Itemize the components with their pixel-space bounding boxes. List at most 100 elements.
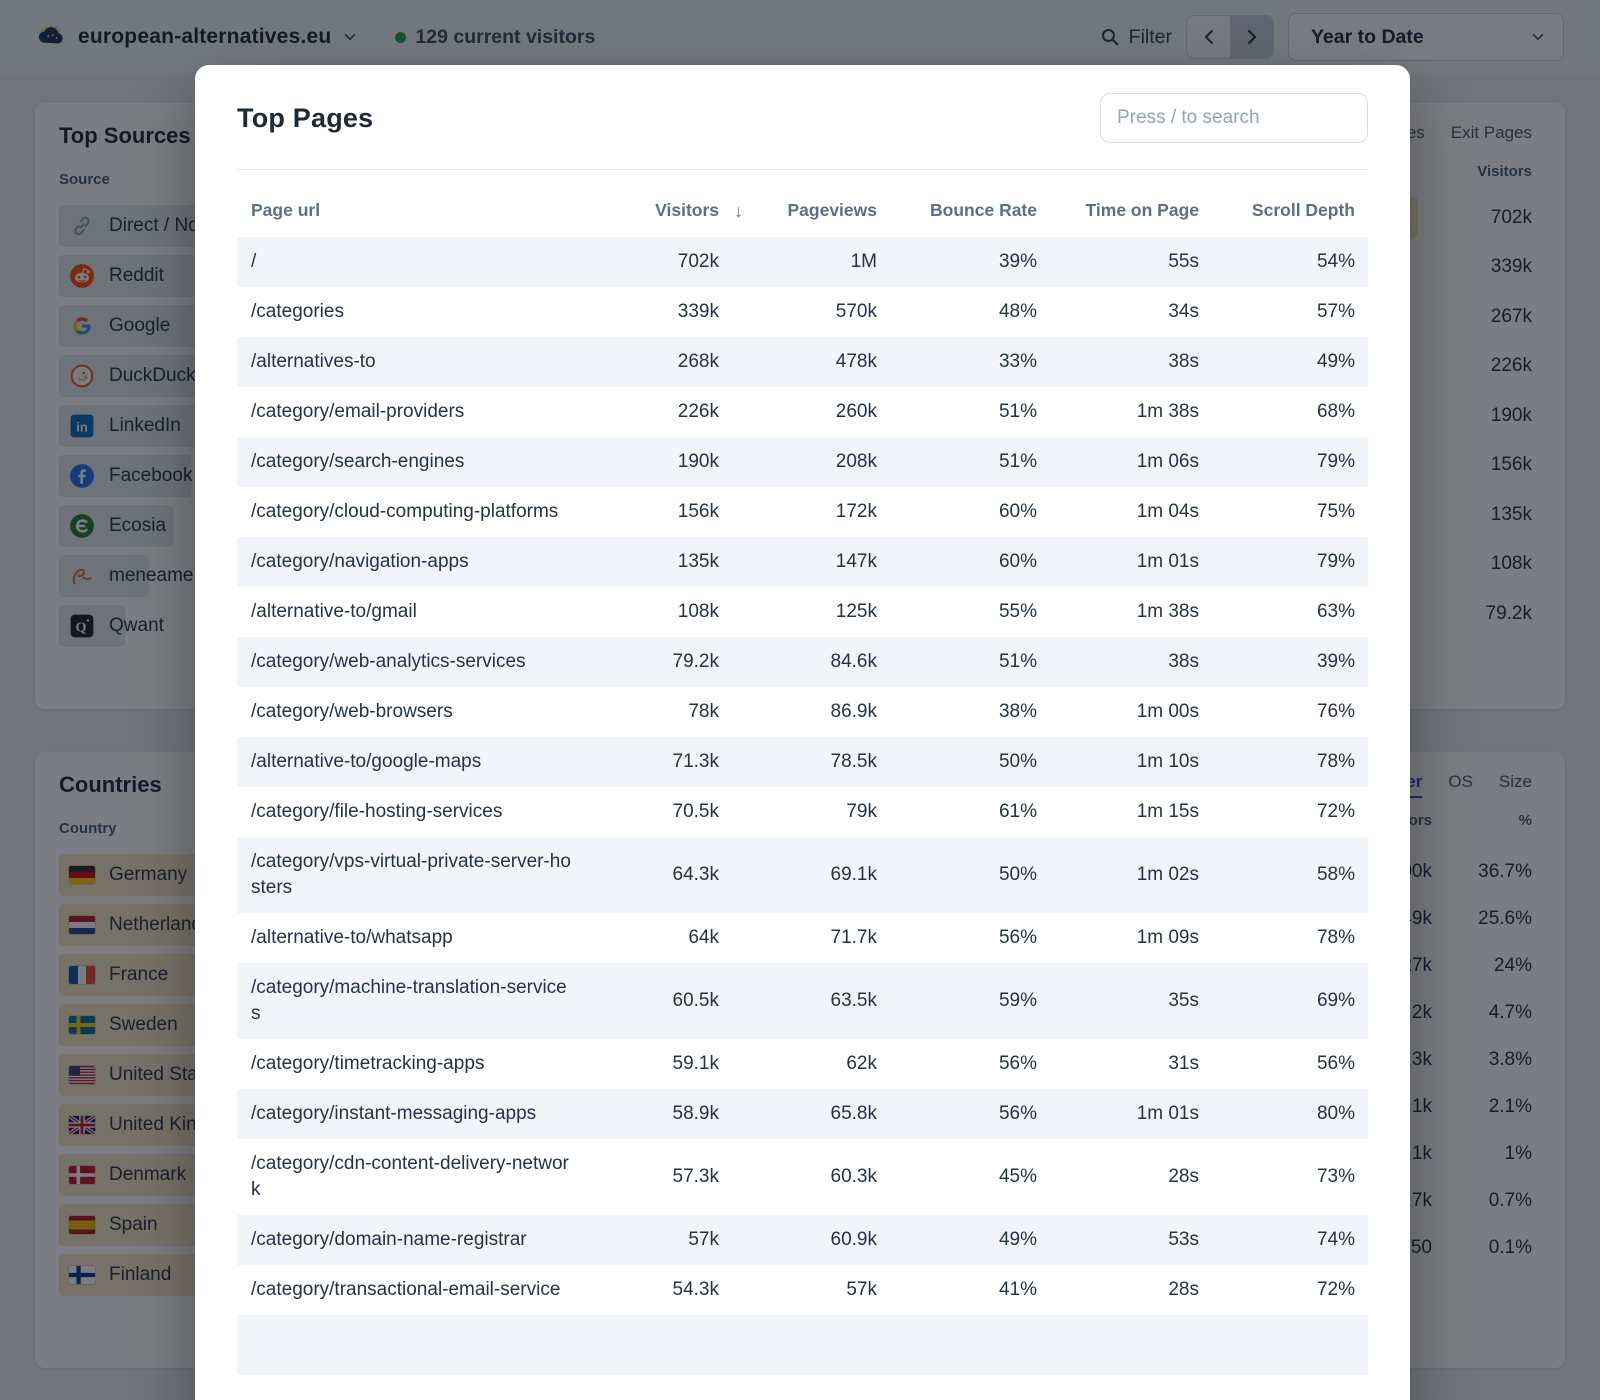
page-url-link[interactable]: /categories <box>251 301 344 322</box>
visitors-cell: 70.5k <box>672 801 719 822</box>
scroll-depth-cell: 63% <box>1316 601 1355 622</box>
top-pages-table-row: /alternative-to/google-maps 71.3k 78.5k 50%… <box>237 737 1368 787</box>
top-pages-table-row: /category/instant-messaging-apps 58.9k 65.… <box>237 1089 1368 1139</box>
bounce-rate-cell: 61% <box>998 801 1037 822</box>
page-url-link[interactable]: /category/search-engines <box>251 451 465 472</box>
top-pages-table-row: /category/web-analytics-services 79.2k 84.… <box>237 637 1368 687</box>
modal-search-input[interactable] <box>1100 93 1368 143</box>
time-on-page-cell: 34s <box>1168 301 1199 322</box>
page-url-link[interactable]: /alternative-to/gmail <box>251 601 417 622</box>
top-pages-table-row: /category/vps-virtual-private-server-hos… <box>237 837 1368 913</box>
col-visitors[interactable]: Visitors ↓ <box>655 200 743 221</box>
time-on-page-cell: 38s <box>1168 651 1199 672</box>
bounce-rate-cell: 56% <box>998 1053 1037 1074</box>
top-pages-table-row: /alternative-to/whatsapp 64k 71.7k 56% 1m 09… <box>237 913 1368 963</box>
time-on-page-cell: 1m 38s <box>1136 401 1199 422</box>
visitors-cell: 135k <box>677 551 719 572</box>
col-pageviews[interactable]: Pageviews <box>787 200 878 220</box>
bounce-rate-cell: 51% <box>998 651 1037 672</box>
pageviews-cell: 260k <box>835 401 877 422</box>
page-url-link[interactable]: /alternatives-to <box>251 351 376 372</box>
top-pages-table-row: /category/domain-name-registrar 57k 60.9k 4… <box>237 1215 1368 1265</box>
scroll-depth-cell: 73% <box>1316 1166 1355 1187</box>
page-url-link[interactable]: /category/transactional-email-service <box>251 1279 561 1300</box>
time-on-page-cell: 1m 09s <box>1136 927 1199 948</box>
page-url-link[interactable]: /category/file-hosting-services <box>251 801 503 822</box>
page-url-link[interactable]: /category/machine-translation-services <box>251 977 567 1024</box>
page-url-link[interactable]: /category/cloud-computing-platforms <box>251 501 559 522</box>
top-pages-table-row: /category/transactional-email-service 54.… <box>237 1265 1368 1315</box>
top-pages-table-row: /category/web-browsers 78k 86.9k 38% 1m 00s 7… <box>237 687 1368 737</box>
visitors-cell: 57.3k <box>672 1166 719 1187</box>
time-on-page-cell: 53s <box>1168 1229 1199 1250</box>
time-on-page-cell: 38s <box>1168 351 1199 372</box>
time-on-page-cell: 1m 02s <box>1136 864 1199 885</box>
pageviews-cell: 69.1k <box>830 864 877 885</box>
page-url-link[interactable]: / <box>251 251 257 272</box>
top-pages-table-row: /category/navigation-apps 135k 147k 60% 1m 0… <box>237 537 1368 587</box>
top-pages-table-row: /alternatives-to 268k 478k 33% 38s 49% <box>237 337 1368 387</box>
time-on-page-cell: 1m 01s <box>1136 551 1199 572</box>
top-pages-table-row: /category/timetracking-apps 59.1k 62k 56% 31… <box>237 1039 1368 1089</box>
page-url-link[interactable]: /category/domain-name-registrar <box>251 1229 527 1250</box>
page-url-link[interactable]: /alternative-to/whatsapp <box>251 927 453 948</box>
page-url-link[interactable]: /category/navigation-apps <box>251 551 469 572</box>
time-on-page-cell: 55s <box>1168 251 1199 272</box>
scroll-depth-cell: 79% <box>1316 451 1355 472</box>
visitors-cell: 54.3k <box>672 1279 719 1300</box>
pageviews-cell: 208k <box>835 451 877 472</box>
scroll-depth-cell: 39% <box>1316 651 1355 672</box>
pageviews-cell: 79k <box>846 801 877 822</box>
pageviews-cell: 78.5k <box>830 751 877 772</box>
time-on-page-cell: 1m 10s <box>1136 751 1199 772</box>
bounce-rate-cell: 56% <box>998 927 1037 948</box>
pageviews-cell: 172k <box>835 501 877 522</box>
scroll-depth-cell: 54% <box>1316 251 1355 272</box>
page-url-link[interactable]: /category/cdn-content-delivery-network <box>251 1153 569 1200</box>
bounce-rate-cell: 50% <box>998 751 1037 772</box>
top-pages-table-row: /alternative-to/gmail 108k 125k 55% 1m 38s 63… <box>237 587 1368 637</box>
modal-title: Top Pages <box>237 102 374 133</box>
scroll-depth-cell: 74% <box>1316 1229 1355 1250</box>
visitors-cell: 702k <box>677 251 719 272</box>
time-on-page-cell: 28s <box>1168 1166 1199 1187</box>
col-page-url: Page url <box>251 200 321 220</box>
scroll-depth-cell: 58% <box>1316 864 1355 885</box>
page-url-link[interactable]: /category/web-browsers <box>251 701 453 722</box>
time-on-page-cell: 1m 01s <box>1136 1103 1199 1124</box>
page-url-link[interactable]: /category/web-analytics-services <box>251 651 526 672</box>
scroll-depth-cell: 68% <box>1316 401 1355 422</box>
top-pages-table-row: /category/cloud-computing-platforms 156k 1… <box>237 487 1368 537</box>
visitors-cell: 60.5k <box>672 990 719 1011</box>
page-url-link[interactable]: /alternative-to/google-maps <box>251 751 482 772</box>
time-on-page-cell: 1m 15s <box>1136 801 1199 822</box>
scroll-depth-cell: 69% <box>1316 990 1355 1011</box>
bounce-rate-cell: 39% <box>998 251 1037 272</box>
col-scroll-depth[interactable]: Scroll Depth <box>1251 200 1355 220</box>
visitors-cell: 71.3k <box>672 751 719 772</box>
visitors-cell: 108k <box>677 601 719 622</box>
bounce-rate-cell: 51% <box>998 401 1037 422</box>
scroll-depth-cell: 79% <box>1316 551 1355 572</box>
scroll-depth-cell: 56% <box>1316 1053 1355 1074</box>
pageviews-cell: 63.5k <box>830 990 877 1011</box>
page-url-link[interactable]: /category/timetracking-apps <box>251 1053 485 1074</box>
scroll-depth-cell: 57% <box>1316 301 1355 322</box>
bounce-rate-cell: 45% <box>998 1166 1037 1187</box>
visitors-cell: 59.1k <box>672 1053 719 1074</box>
scroll-depth-cell: 78% <box>1316 751 1355 772</box>
page-url-link[interactable]: /category/email-providers <box>251 401 465 422</box>
pageviews-cell: 570k <box>835 301 877 322</box>
bounce-rate-cell: 48% <box>998 301 1037 322</box>
sort-desc-icon: ↓ <box>734 201 743 221</box>
time-on-page-cell: 1m 06s <box>1136 451 1199 472</box>
visitors-cell: 190k <box>677 451 719 472</box>
time-on-page-cell: 28s <box>1168 1279 1199 1300</box>
time-on-page-cell: 1m 00s <box>1136 701 1199 722</box>
page-url-link[interactable]: /category/instant-messaging-apps <box>251 1103 537 1124</box>
col-bounce-rate[interactable]: Bounce Rate <box>930 200 1037 220</box>
col-time-on-page[interactable]: Time on Page <box>1085 200 1199 220</box>
bounce-rate-cell: 55% <box>998 601 1037 622</box>
page-url-link[interactable]: /category/vps-virtual-private-server-hos… <box>251 851 571 898</box>
pageviews-cell: 84.6k <box>830 651 877 672</box>
